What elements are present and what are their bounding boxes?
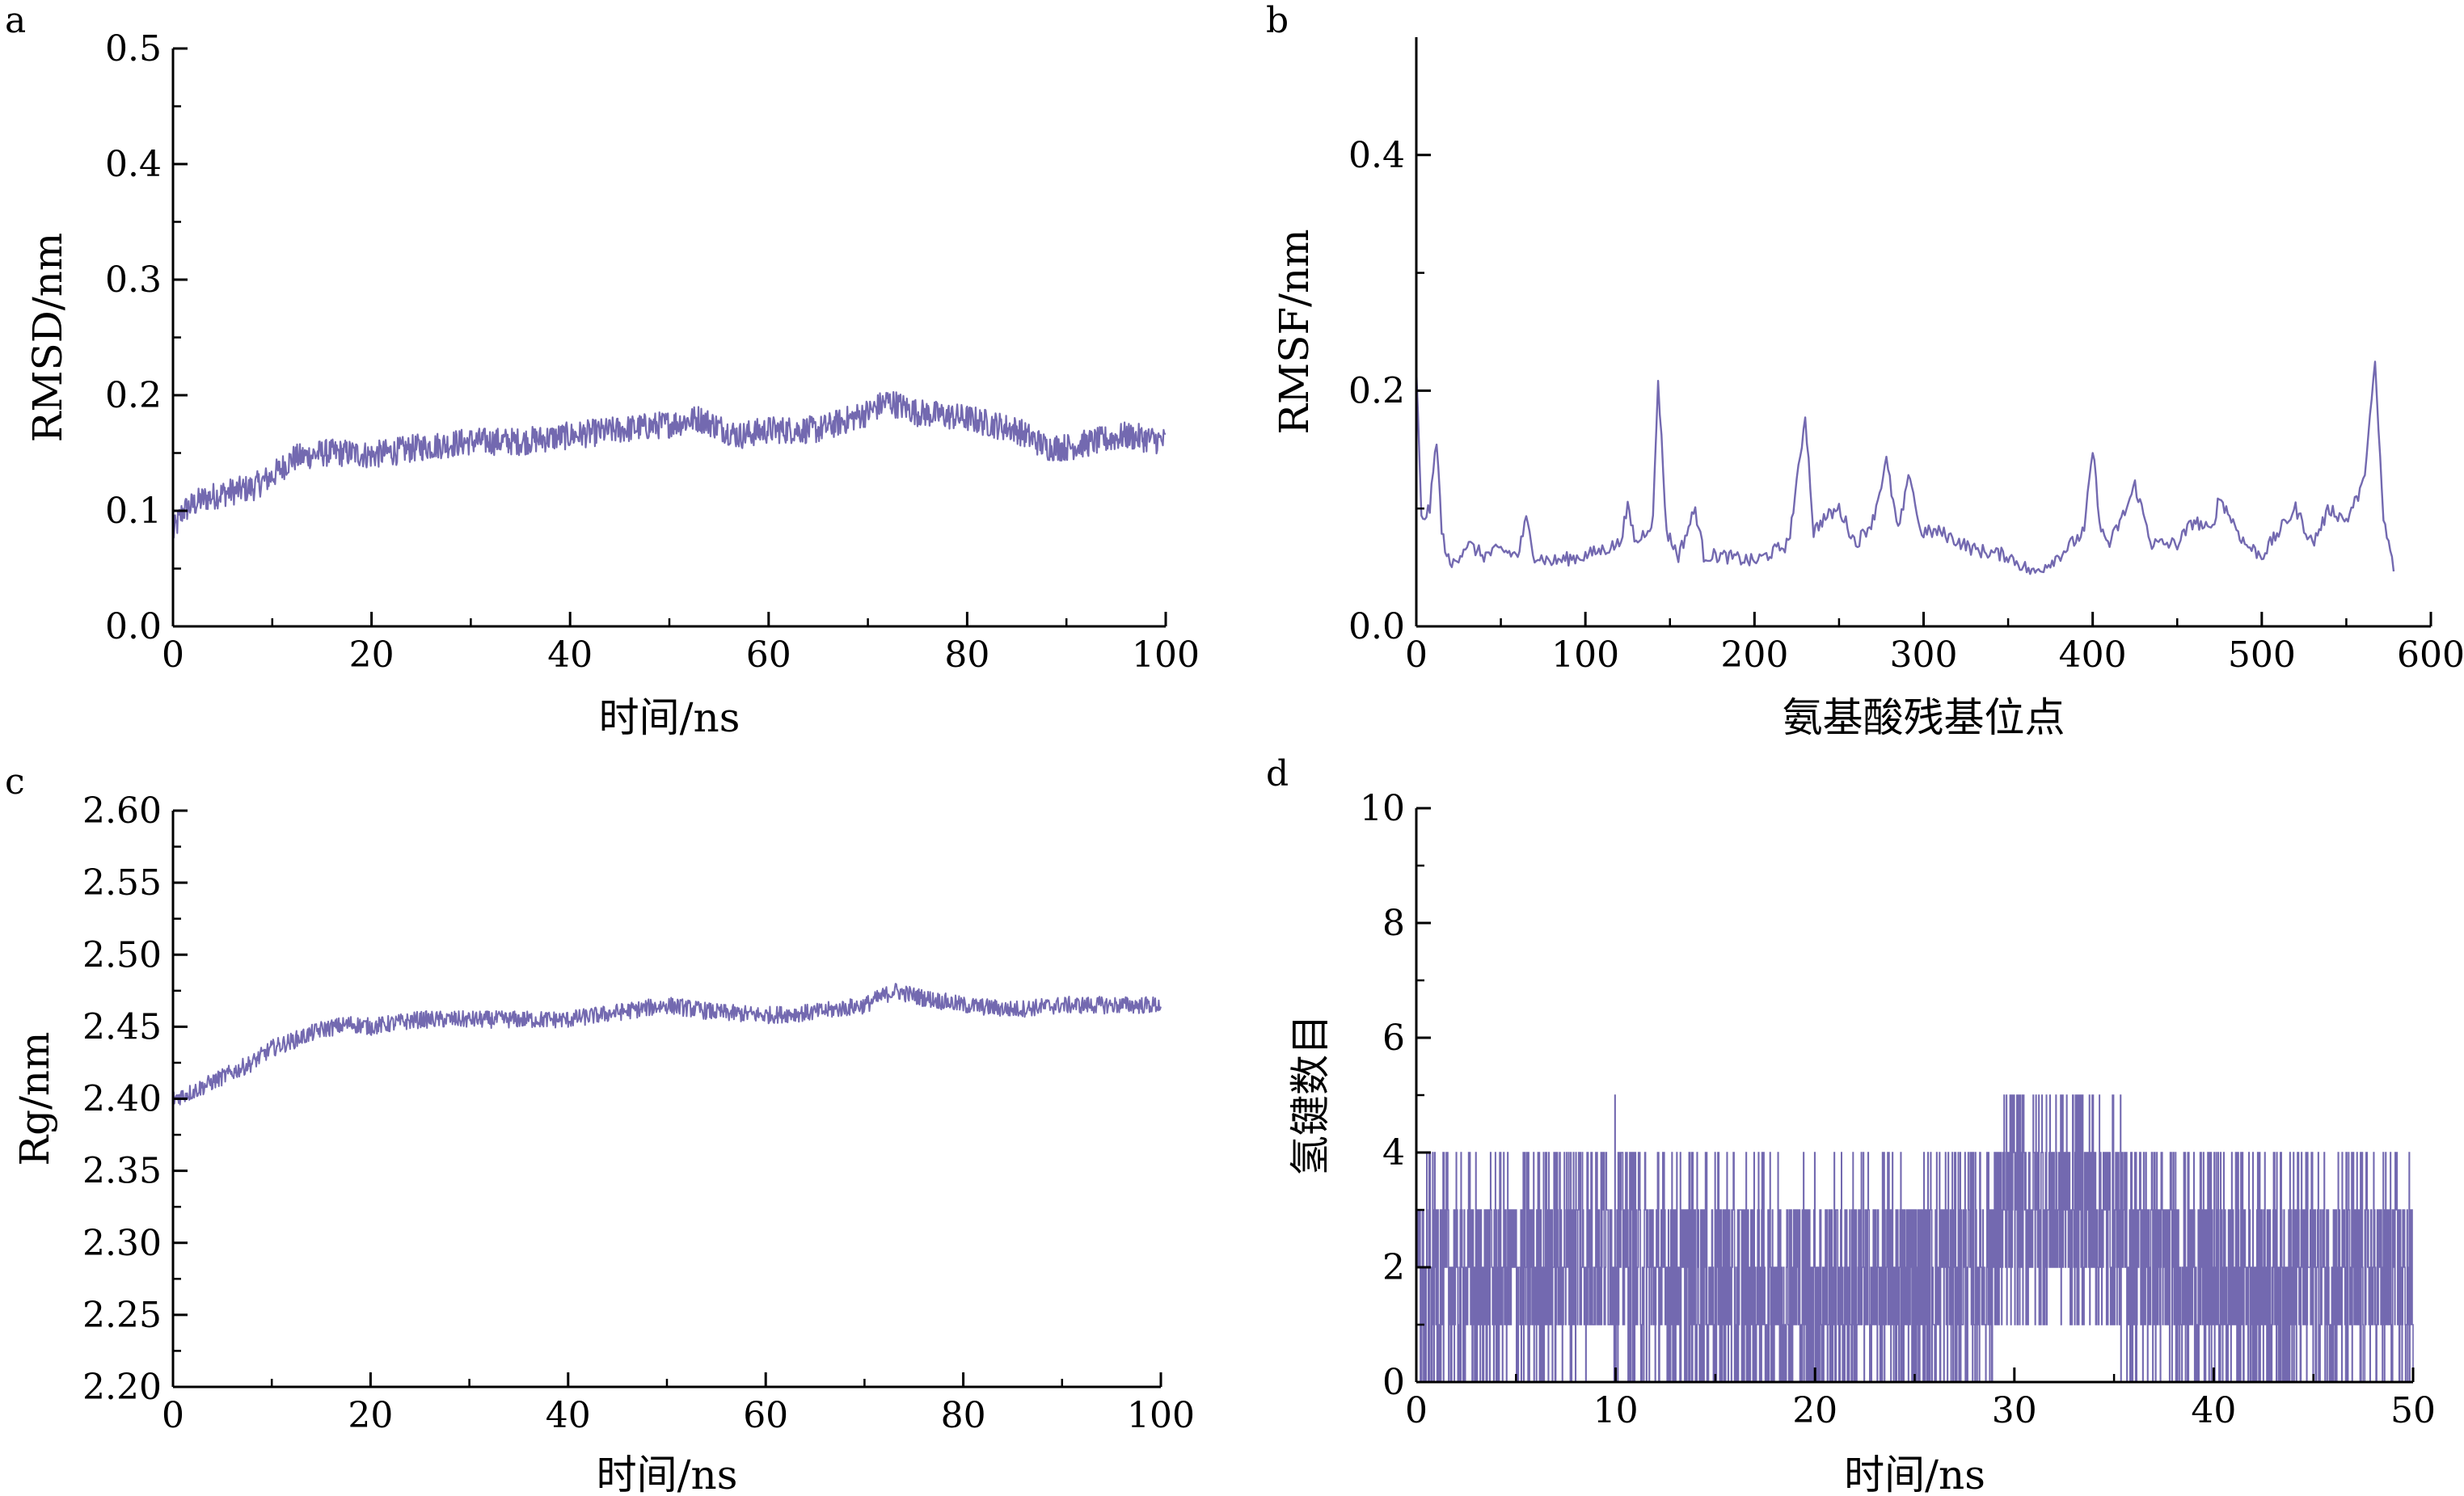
rmsf-series-line bbox=[1415, 360, 2395, 575]
y-tick-label: 2 bbox=[1382, 1247, 1405, 1288]
x-tick-label: 30 bbox=[1992, 1390, 2037, 1431]
y-tick-label: 8 bbox=[1382, 903, 1405, 944]
y-tick-label: 2.45 bbox=[82, 1006, 162, 1047]
x-tick-label: 400 bbox=[2059, 634, 2127, 676]
x-tick-label: 40 bbox=[2191, 1390, 2236, 1431]
x-axis-label: 时间/ns bbox=[599, 694, 740, 741]
panel-letter-b: b bbox=[1266, 0, 1289, 41]
y-axis-label: Rg/nm bbox=[11, 1031, 58, 1165]
panel-c-rg-chart: c 2.20 2.25 2.30 2.35 2.40 2.45 2.50 2.55 2.60 0… bbox=[5, 761, 1195, 1496]
rg-series-line bbox=[172, 983, 1162, 1106]
y-tick-label: 0.2 bbox=[105, 375, 162, 416]
x-tick-label: 200 bbox=[1720, 634, 1788, 676]
y-tick-label: 2.20 bbox=[82, 1367, 162, 1408]
y-tick-label: 2.40 bbox=[82, 1079, 162, 1120]
y-tick-label: 0.4 bbox=[105, 144, 162, 185]
x-tick-label: 100 bbox=[1127, 1395, 1195, 1436]
hbond-series-line bbox=[1416, 1094, 2414, 1383]
x-tick-label: 80 bbox=[941, 1395, 986, 1436]
x-axis-label: 时间/ns bbox=[1844, 1452, 1985, 1496]
x-tick-label: 0 bbox=[1405, 1390, 1428, 1431]
x-tick-label: 300 bbox=[1890, 634, 1958, 676]
x-tick-label: 60 bbox=[746, 634, 791, 676]
y-axis-label: RMSD/nm bbox=[24, 233, 71, 443]
x-axis-label: 时间/ns bbox=[597, 1452, 738, 1496]
y-tick-label: 2.50 bbox=[82, 934, 162, 976]
x-tick-label: 500 bbox=[2228, 634, 2296, 676]
y-tick-label: 2.35 bbox=[82, 1151, 162, 1192]
x-tick-label: 600 bbox=[2397, 634, 2464, 676]
x-tick-label: 20 bbox=[348, 1395, 393, 1436]
y-tick-label: 0.0 bbox=[1348, 606, 1405, 647]
x-tick-label: 40 bbox=[546, 1395, 591, 1436]
y-tick-label: 2.30 bbox=[82, 1223, 162, 1264]
y-tick-label: 4 bbox=[1382, 1132, 1405, 1174]
x-tick-label: 40 bbox=[547, 634, 593, 676]
x-tick-label: 20 bbox=[349, 634, 394, 676]
y-tick-label: 0.1 bbox=[105, 491, 162, 532]
x-tick-label: 60 bbox=[743, 1395, 788, 1436]
y-tick-label: 2.60 bbox=[82, 790, 162, 832]
x-tick-label: 0 bbox=[1405, 634, 1428, 676]
panel-d-hbond-chart: d 0 2 4 6 8 10 0 10 20 30 40 50 时间/ns 氢键数目 bbox=[1266, 753, 2436, 1496]
panel-letter-a: a bbox=[5, 0, 26, 41]
x-tick-label: 50 bbox=[2390, 1390, 2436, 1431]
y-tick-label: 0.5 bbox=[105, 28, 162, 70]
x-tick-label: 0 bbox=[162, 1395, 184, 1436]
panel-letter-d: d bbox=[1266, 753, 1289, 794]
y-tick-label: 0 bbox=[1382, 1362, 1405, 1403]
x-tick-label: 20 bbox=[1792, 1390, 1837, 1431]
panel-a-rmsd-chart: a 0.00.10.20.30.40.5 0 20 40 60 80 100 时间/ns … bbox=[5, 0, 1200, 741]
x-tick-label: 0 bbox=[162, 634, 184, 676]
y-axis-label: 氢键数目 bbox=[1287, 1014, 1334, 1176]
y-tick-label: 0.3 bbox=[105, 259, 162, 301]
y-tick-label: 10 bbox=[1360, 788, 1405, 829]
y-axis-label: RMSF/nm bbox=[1271, 229, 1318, 434]
y-tick-label: 0.0 bbox=[105, 606, 162, 647]
x-tick-label: 100 bbox=[1132, 634, 1200, 676]
y-tick-label: 0.4 bbox=[1348, 135, 1405, 176]
x-axis-label: 氨基酸残基位点 bbox=[1783, 694, 2065, 741]
rmsd-series-line bbox=[171, 390, 1167, 539]
y-tick-label: 2.55 bbox=[82, 862, 162, 904]
y-tick-label: 0.2 bbox=[1348, 370, 1405, 411]
x-tick-label: 10 bbox=[1593, 1390, 1639, 1431]
x-tick-label: 80 bbox=[944, 634, 989, 676]
panel-letter-c: c bbox=[5, 761, 25, 803]
panel-b-rmsf-chart: b 0.00.20.4 0 100 200 300 400 500 600 氨基酸残基位点 … bbox=[1266, 0, 2464, 741]
y-tick-label: 2.25 bbox=[82, 1295, 162, 1336]
y-tick-label: 6 bbox=[1382, 1018, 1405, 1059]
x-tick-label: 100 bbox=[1551, 634, 1619, 676]
